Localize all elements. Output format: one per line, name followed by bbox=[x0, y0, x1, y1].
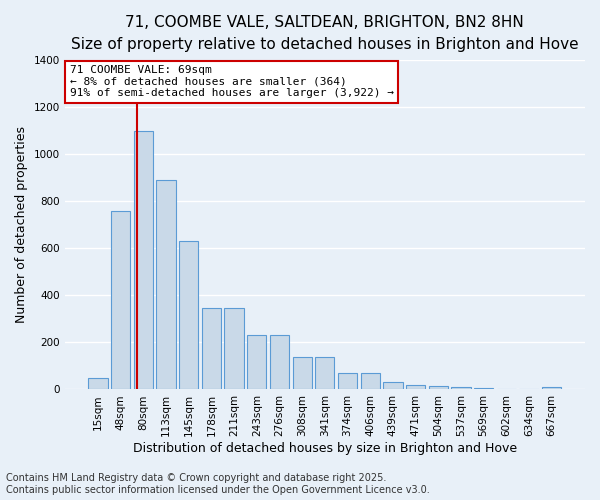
Bar bbox=[293, 356, 312, 390]
Bar bbox=[338, 373, 357, 390]
Bar bbox=[451, 386, 470, 390]
Y-axis label: Number of detached properties: Number of detached properties bbox=[15, 126, 28, 324]
Bar bbox=[315, 356, 334, 390]
Bar bbox=[157, 180, 176, 390]
Bar bbox=[428, 386, 448, 390]
Bar bbox=[224, 308, 244, 390]
Title: 71, COOMBE VALE, SALTDEAN, BRIGHTON, BN2 8HN
Size of property relative to detach: 71, COOMBE VALE, SALTDEAN, BRIGHTON, BN2… bbox=[71, 15, 578, 52]
Bar bbox=[247, 336, 266, 390]
Bar bbox=[497, 388, 516, 390]
Bar bbox=[179, 242, 199, 390]
Bar bbox=[270, 336, 289, 390]
X-axis label: Distribution of detached houses by size in Brighton and Hove: Distribution of detached houses by size … bbox=[133, 442, 517, 455]
Bar bbox=[361, 373, 380, 390]
Bar bbox=[474, 388, 493, 390]
Bar bbox=[202, 308, 221, 390]
Bar bbox=[406, 385, 425, 390]
Bar bbox=[383, 382, 403, 390]
Bar bbox=[542, 387, 562, 390]
Bar bbox=[111, 211, 130, 390]
Text: 71 COOMBE VALE: 69sqm
← 8% of detached houses are smaller (364)
91% of semi-deta: 71 COOMBE VALE: 69sqm ← 8% of detached h… bbox=[70, 65, 394, 98]
Text: Contains HM Land Registry data © Crown copyright and database right 2025.
Contai: Contains HM Land Registry data © Crown c… bbox=[6, 474, 430, 495]
Bar bbox=[88, 378, 107, 390]
Bar bbox=[134, 131, 153, 390]
